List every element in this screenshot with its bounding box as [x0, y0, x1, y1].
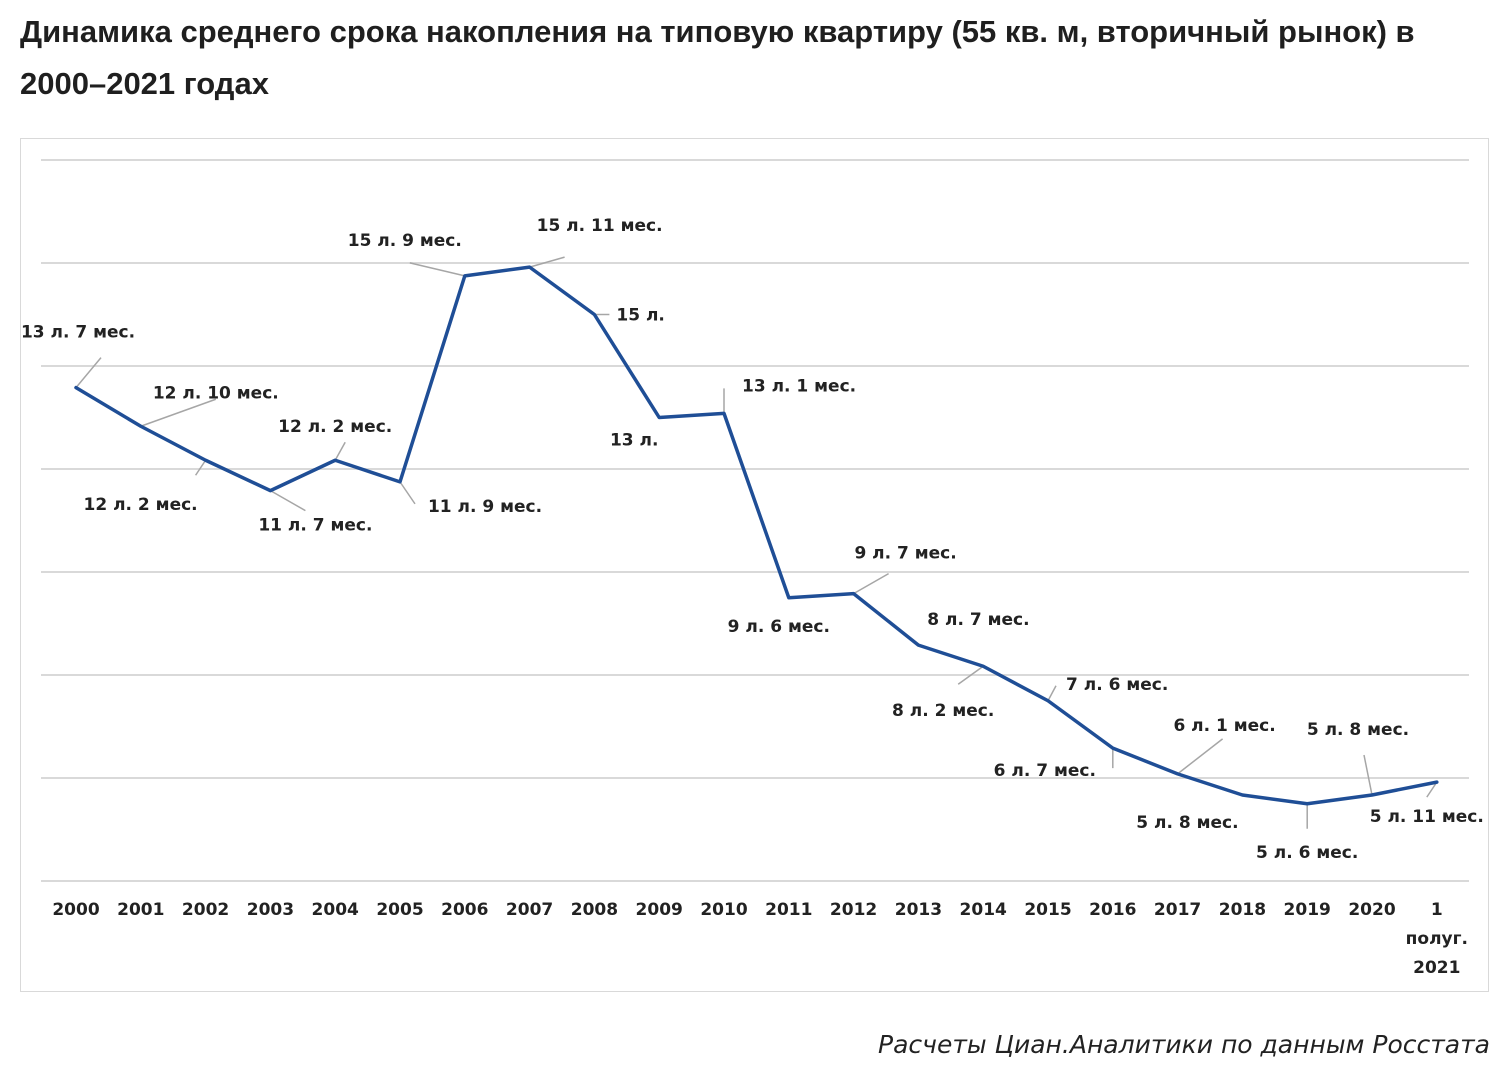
x-tick-label: 2017: [1154, 900, 1201, 920]
data-label: 11 л. 7 мес.: [258, 516, 372, 536]
data-label: 12 л. 2 мес.: [278, 417, 392, 437]
chart-frame: 13 л. 7 мес. 12 л. 10 мес. 12 л. 2 мес. 11 …: [20, 138, 1489, 992]
gridlines: [41, 159, 1469, 882]
label-leader-line: [334, 441, 346, 461]
x-tick-label: 2010: [700, 900, 747, 920]
x-tick-label-line: 2021: [1413, 958, 1460, 978]
data-label: 12 л. 10 мес.: [153, 383, 279, 403]
data-label: 8 л. 2 мес.: [892, 701, 994, 721]
x-tick-label: 1 полуг. 2021: [1406, 900, 1468, 978]
data-label: 5 л. 11 мес.: [1370, 807, 1484, 827]
x-tick-label: 2011: [765, 900, 812, 920]
data-label: 6 л. 7 мес.: [994, 761, 1096, 781]
data-label: 8 л. 7 мес.: [927, 610, 1029, 630]
x-tick-label: 2016: [1089, 900, 1136, 920]
x-tick-label: 2002: [182, 900, 229, 920]
label-leader-line: [529, 256, 565, 268]
x-tick-label: 2007: [506, 900, 553, 920]
data-label: 9 л. 7 мес.: [854, 544, 956, 564]
label-leader-line: [140, 398, 217, 427]
label-leader-line: [853, 572, 889, 595]
x-tick-label: 2013: [895, 900, 942, 920]
x-tick-label: 2012: [830, 900, 877, 920]
label-leader-line: [270, 489, 306, 512]
data-label: 13 л. 7 мес.: [21, 323, 135, 343]
label-leader-line: [399, 481, 416, 505]
source-note: Расчеты Циан.Аналитики по данным Росстат…: [878, 1030, 1490, 1059]
data-label: 13 л. 1 мес.: [742, 376, 856, 396]
x-tick-label: 2020: [1348, 900, 1395, 920]
label-leader-line: [194, 459, 207, 476]
series-line: [74, 265, 1439, 806]
x-tick-label: 2006: [441, 900, 488, 920]
x-tick-label: 2004: [312, 900, 359, 920]
data-label: 9 л. 6 мес.: [728, 617, 830, 637]
data-label: 5 л. 6 мес.: [1256, 843, 1358, 863]
chart-title: Динамика среднего срока накопления на ти…: [20, 14, 1415, 101]
label-leader-line: [1177, 738, 1224, 775]
data-label: 13 л.: [610, 431, 659, 451]
data-label: 15 л.: [616, 306, 665, 326]
line-chart: 13 л. 7 мес. 12 л. 10 мес. 12 л. 2 мес. 11 …: [21, 159, 1484, 978]
label-leader-line: [75, 357, 102, 389]
data-label: 11 л. 9 мес.: [428, 497, 542, 517]
x-axis-tick-labels: 2000 2001 2002 2003 2004 2005 2006 2007 2008 2009…: [52, 900, 1468, 978]
x-tick-label: 2003: [247, 900, 294, 920]
x-tick-label: 2001: [117, 900, 164, 920]
x-tick-label: 2000: [52, 900, 99, 920]
x-tick-label-line: 1: [1431, 900, 1443, 920]
data-label: 15 л. 9 мес.: [348, 231, 462, 251]
data-label: 6 л. 1 мес.: [1173, 716, 1275, 736]
x-tick-label: 2018: [1219, 900, 1266, 920]
data-label: 7 л. 6 мес.: [1066, 675, 1168, 695]
x-tick-label: 2009: [636, 900, 683, 920]
data-label: 12 л. 2 мес.: [84, 495, 198, 515]
series-line-group: [74, 265, 1439, 806]
x-tick-label: 2005: [376, 900, 423, 920]
data-labels: 13 л. 7 мес. 12 л. 10 мес. 12 л. 2 мес. 11 …: [21, 216, 1484, 863]
data-label: 5 л. 8 мес.: [1136, 813, 1238, 833]
label-leader-line: [409, 262, 465, 277]
data-label: 15 л. 11 мес.: [537, 216, 663, 236]
x-tick-label: 2015: [1024, 900, 1071, 920]
label-leader-line: [1426, 781, 1438, 798]
x-tick-label: 2014: [960, 900, 1007, 920]
x-tick-label: 2019: [1284, 900, 1331, 920]
label-leader-line: [957, 665, 984, 685]
x-tick-label: 2008: [571, 900, 618, 920]
label-leader-line: [1047, 685, 1057, 702]
data-label: 5 л. 8 мес.: [1307, 720, 1409, 740]
x-tick-label-line: полуг.: [1406, 929, 1468, 949]
label-leader-lines: [75, 256, 1438, 829]
label-leader-line: [1363, 754, 1373, 796]
